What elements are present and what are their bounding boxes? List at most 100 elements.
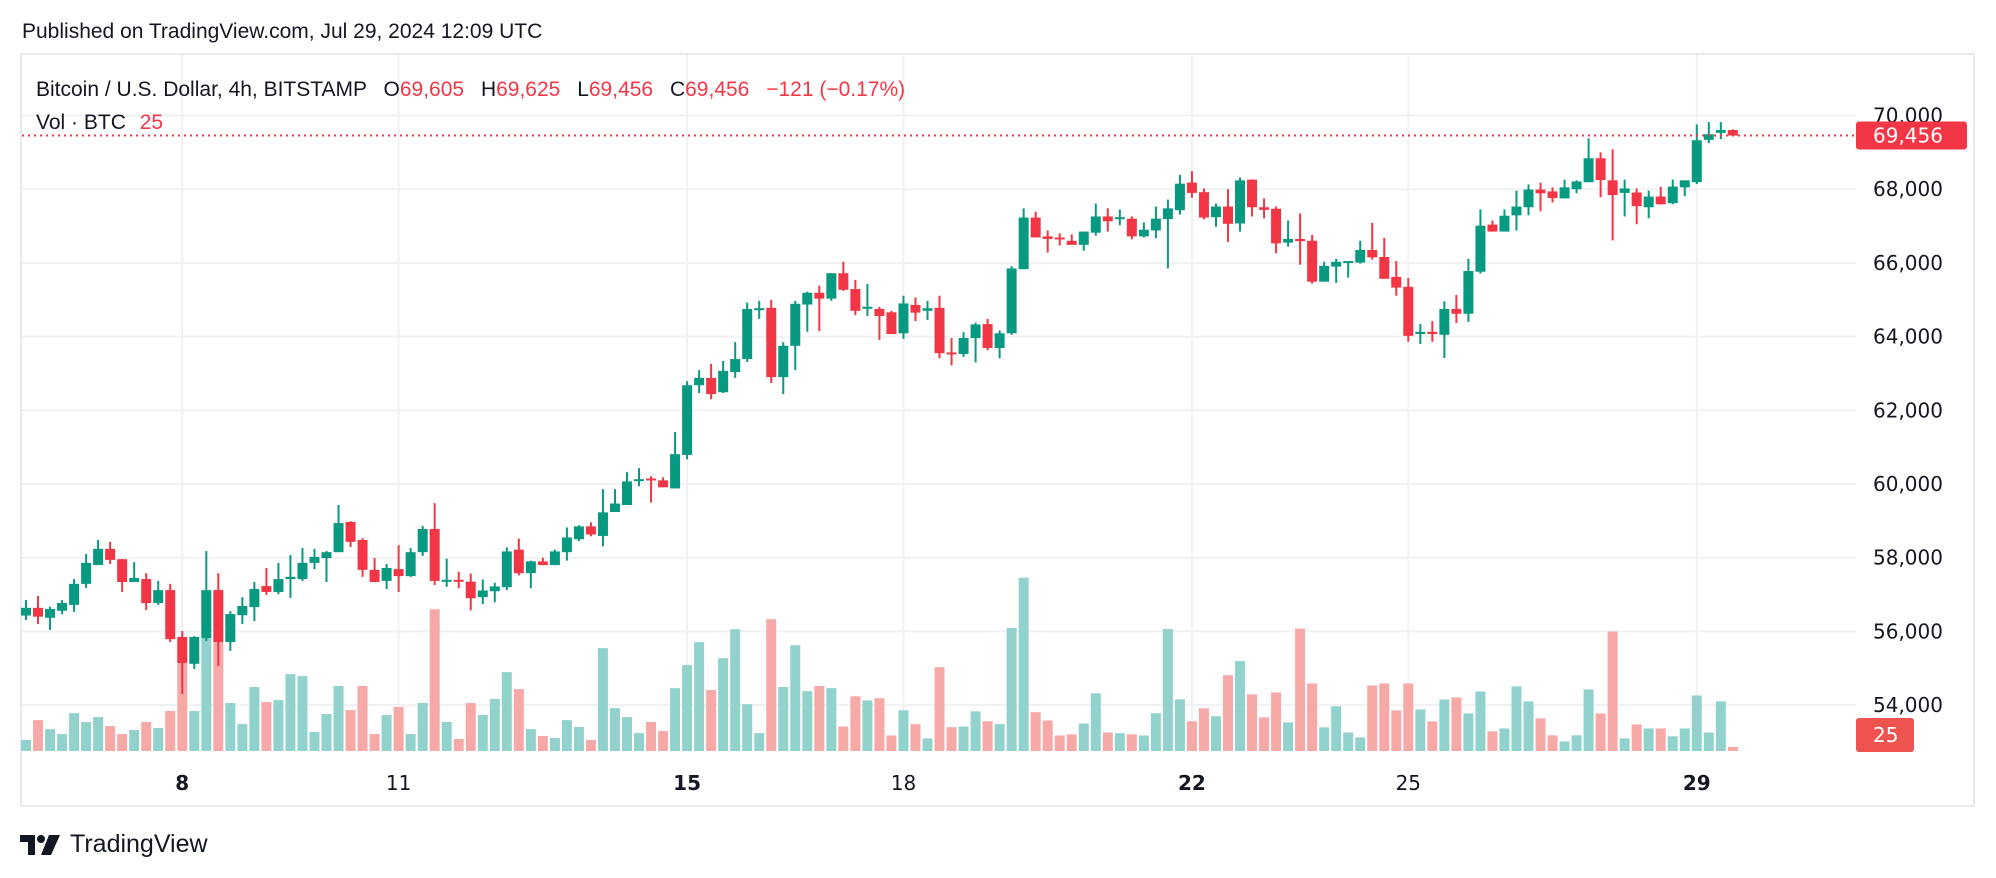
volume-bar (21, 739, 31, 751)
candle-body (1715, 130, 1726, 133)
candle (1391, 261, 1402, 296)
candle-body (1643, 196, 1654, 208)
volume-bar (393, 707, 404, 751)
candle (862, 283, 873, 316)
candle (165, 583, 176, 643)
candle-body (597, 512, 608, 536)
candle (1150, 206, 1161, 239)
volume-bar (129, 730, 140, 751)
candle-body (1439, 308, 1450, 335)
candle (730, 342, 741, 378)
candle (441, 558, 452, 587)
volume-bar (1210, 716, 1221, 751)
candle (1186, 171, 1197, 198)
volume-bar (634, 733, 645, 751)
symbol-title[interactable]: Bitcoin / U.S. Dollar, 4h, BITSTAMP (36, 78, 367, 101)
candle-body (946, 352, 957, 355)
candle-body (69, 583, 80, 605)
candle (597, 489, 608, 547)
volume-bar (1667, 736, 1678, 751)
candle-body (982, 324, 993, 349)
change-value: −121 (−0.17%) (766, 78, 906, 101)
candle-body (1186, 182, 1197, 193)
volume-bar (177, 663, 188, 751)
volume-label[interactable]: Vol · BTC (36, 111, 126, 134)
volume-bar (1319, 727, 1330, 751)
candle (694, 370, 705, 393)
candle-body (1247, 179, 1258, 208)
volume-bar (778, 687, 789, 751)
candle (501, 547, 512, 591)
price-tick-label: 60,000 (1873, 472, 1943, 496)
candle-body (213, 590, 224, 643)
candle (225, 611, 236, 651)
candle (1667, 179, 1678, 205)
candle-body (1259, 207, 1270, 210)
candle (489, 582, 500, 603)
candle-body (105, 548, 116, 560)
candle-body (225, 614, 236, 643)
candle-body (1090, 216, 1101, 233)
price-tick-label: 68,000 (1873, 177, 1943, 201)
candle-body (297, 562, 308, 580)
candle-body (1667, 186, 1678, 204)
candle-body (117, 559, 128, 583)
tradingview-logo[interactable]: TradingView (20, 830, 208, 859)
candle (1679, 180, 1690, 197)
candle-body (970, 324, 981, 339)
time-tick-label: 29 (1683, 771, 1711, 795)
volume-bar (1186, 721, 1197, 751)
volume-bar (1235, 661, 1246, 751)
candle-body (682, 385, 693, 455)
candle-body (81, 562, 92, 584)
candle-wick (866, 283, 869, 316)
candle (1535, 182, 1546, 212)
candle (585, 522, 596, 537)
candle (1295, 213, 1306, 265)
high-label: H (480, 78, 497, 101)
volume-bar (1355, 737, 1366, 751)
candle (45, 606, 56, 630)
last-price-label: 69,456 (1873, 124, 1943, 148)
candle-body (261, 586, 272, 592)
candle (970, 322, 981, 363)
volume-bar (93, 717, 104, 751)
candle (321, 551, 332, 583)
candle (838, 261, 849, 291)
volume-bar (81, 722, 92, 751)
candle (1259, 198, 1270, 219)
volume-bar (958, 726, 969, 751)
volume-bar (429, 609, 440, 751)
volume-bar (1403, 683, 1414, 751)
candle (429, 503, 440, 585)
candle (1066, 234, 1077, 245)
candle (1174, 174, 1185, 215)
candle-body (189, 636, 200, 664)
tradingview-logo-text: TradingView (70, 830, 208, 858)
candle-body (1283, 238, 1294, 243)
symbol-legend: Bitcoin / U.S. Dollar, 4h, BITSTAMP O69,… (36, 78, 905, 102)
candle (1102, 208, 1113, 232)
candle-body (862, 306, 873, 309)
candle (33, 596, 44, 625)
candle-body (1379, 257, 1390, 279)
price-tick-label: 62,000 (1873, 398, 1943, 422)
volume-bar (934, 667, 945, 751)
volume-bar (261, 702, 272, 751)
chart-frame (20, 53, 1975, 807)
candle-body (237, 605, 248, 616)
volume-bar (814, 686, 825, 751)
candle (1090, 203, 1101, 236)
volume-bar (1499, 728, 1510, 751)
candle-wick (1659, 186, 1662, 205)
candle (249, 582, 260, 622)
candle-body (1703, 134, 1714, 140)
candle-wick (277, 562, 280, 595)
candle (93, 540, 104, 566)
candle-body (1343, 261, 1354, 264)
volume-bar (297, 676, 308, 751)
candle-body (1235, 180, 1246, 224)
volume-bar (1283, 722, 1294, 751)
candle-body (730, 359, 741, 372)
